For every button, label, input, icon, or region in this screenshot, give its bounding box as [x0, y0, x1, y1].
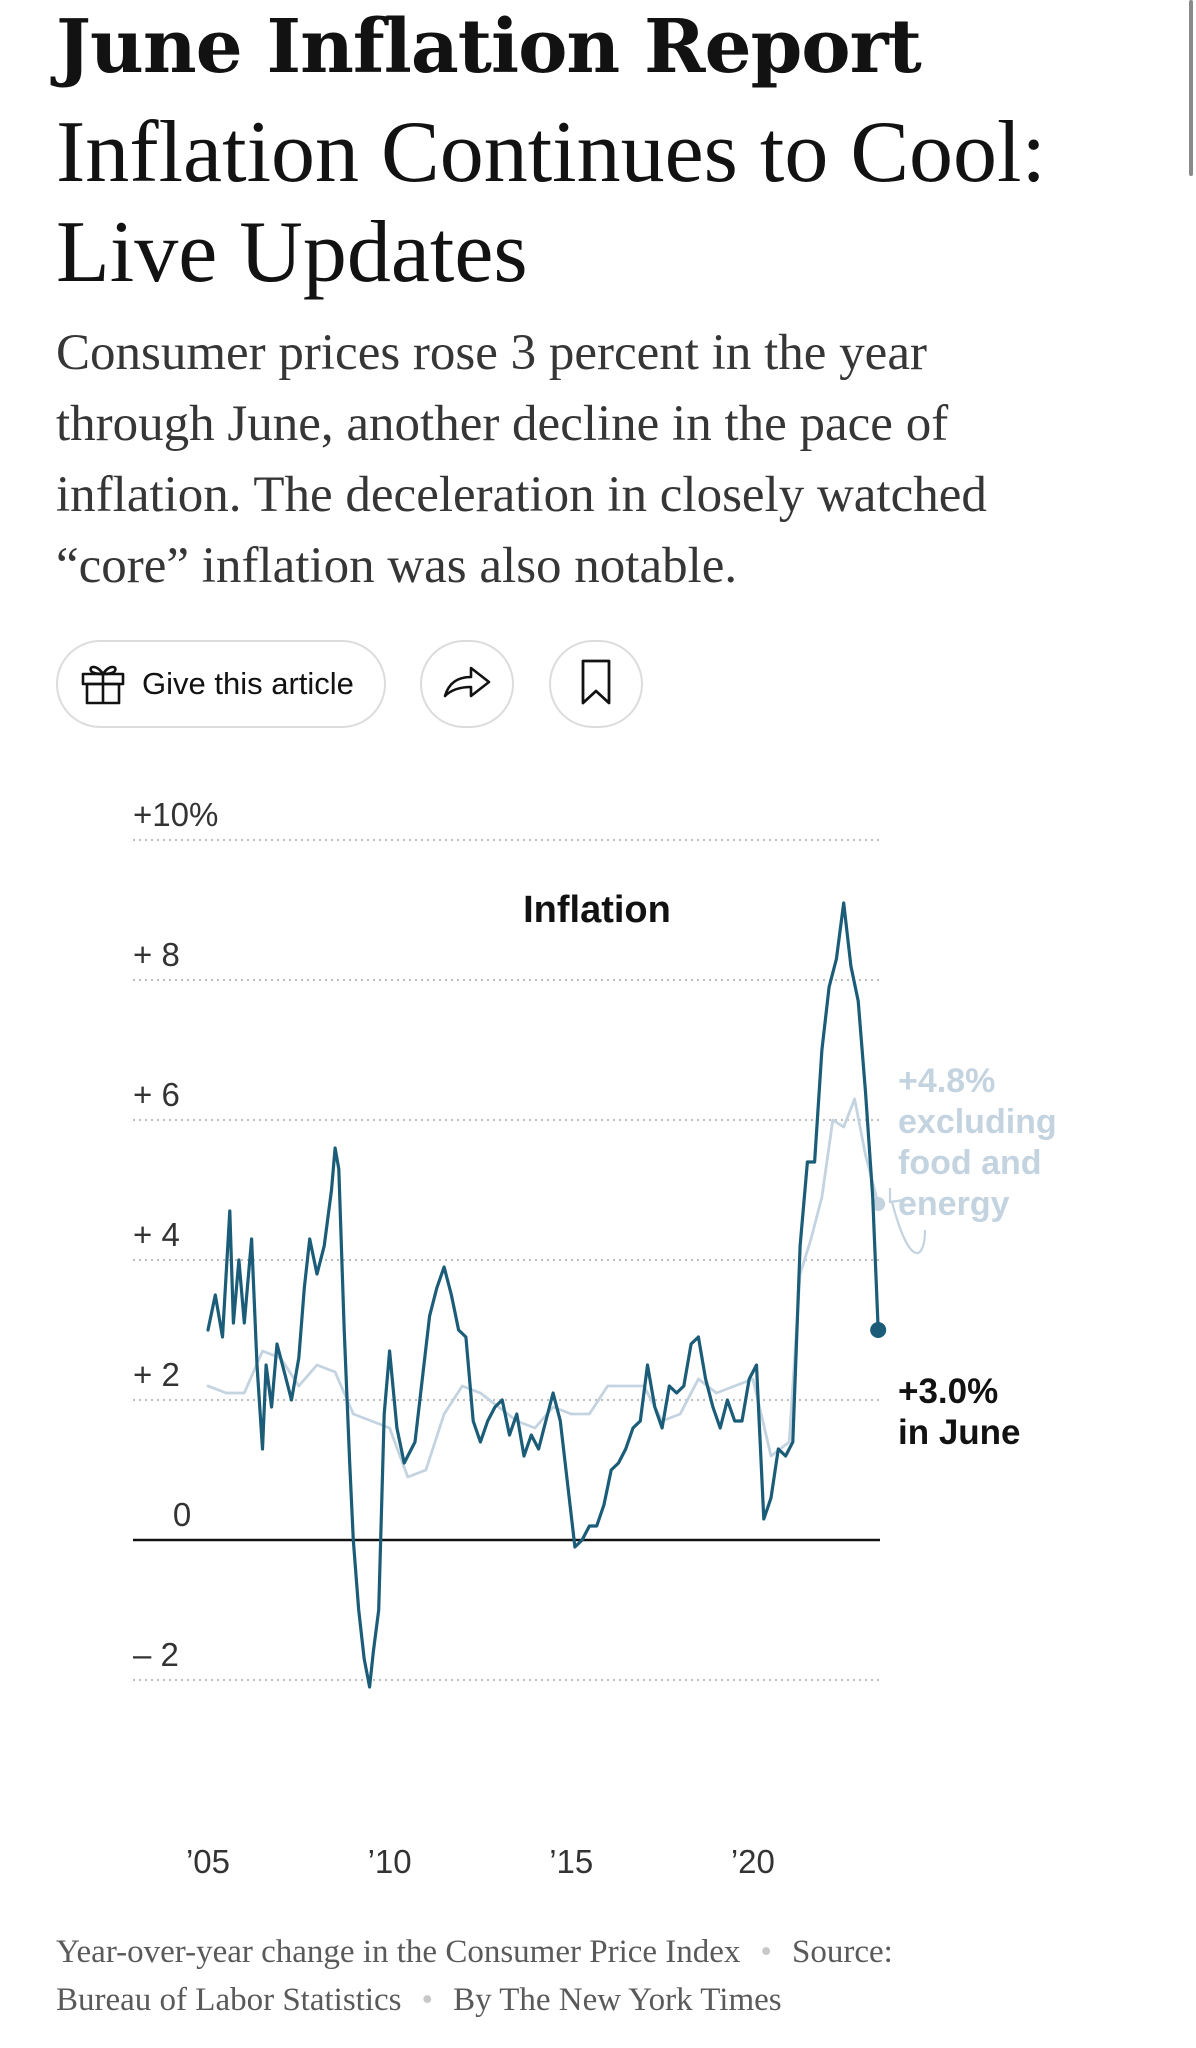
y-tick-label: 0	[173, 1496, 191, 1533]
core-annotation-line: +4.8%	[898, 1062, 995, 1100]
y-tick-label: + 4	[133, 1216, 180, 1253]
latest-annotation-line: +3.0%	[898, 1372, 998, 1411]
caption-source-name: Bureau of Labor Statistics	[56, 1982, 402, 2018]
caption-separator: •	[760, 1934, 772, 1970]
scrollbar-thumb[interactable]	[1189, 0, 1193, 176]
caption-byline: By The New York Times	[453, 1982, 782, 2018]
bookmark-icon	[578, 658, 614, 711]
caption-description: Year-over-year change in the Consumer Pr…	[56, 1934, 741, 1970]
core-annotation-arrow	[890, 1201, 927, 1255]
headline-cpi-line	[206, 901, 880, 1689]
x-tick-label: ’15	[549, 1843, 593, 1880]
share-icon	[441, 662, 493, 707]
y-tick-label: +10%	[133, 796, 218, 833]
save-button[interactable]	[549, 640, 643, 728]
y-tick-label: + 6	[133, 1076, 180, 1113]
x-tick-label: ’05	[186, 1843, 230, 1880]
y-tick-label: + 2	[133, 1356, 180, 1393]
core-annotation-line: food and	[898, 1144, 1042, 1182]
caption-separator: •	[421, 1982, 434, 2018]
core-annotation-arrowhead	[888, 1188, 905, 1204]
caption-source-label: Source:	[791, 1934, 893, 1970]
inflation-chart-svg: +10% + 8 + 6 + 4 + 2 0 – 2 ’05 ’10 ’15 ’20 Inflat…	[133, 796, 1057, 1880]
headline-latest-point	[870, 1322, 887, 1338]
give-article-button[interactable]: Give this article	[56, 640, 386, 728]
x-tick-label: ’10	[368, 1843, 412, 1880]
gift-icon	[78, 657, 128, 712]
core-annotation-line: excluding	[898, 1103, 1057, 1141]
share-button[interactable]	[420, 640, 514, 728]
article-headline: Inflation Continues to Cool: Live Update…	[56, 104, 1046, 301]
chart-title: Inflation	[523, 889, 671, 931]
article-summary: Consumer prices rose 3 percent in the ye…	[56, 325, 987, 594]
core-cpi-line	[206, 1097, 880, 1479]
scrollbar[interactable]	[1186, 0, 1196, 176]
x-tick-label: ’20	[731, 1843, 775, 1880]
latest-annotation-line: in June	[898, 1413, 1021, 1452]
y-tick-label: + 8	[133, 936, 180, 973]
y-tick-label: – 2	[133, 1636, 179, 1673]
inflation-chart: +10% + 8 + 6 + 4 + 2 0 – 2 ’05 ’10 ’15 ’20 Inflat…	[0, 780, 1196, 1900]
chart-caption: Year-over-year change in the Consumer Pr…	[56, 1928, 1116, 2024]
give-article-label: Give this article	[142, 666, 354, 701]
article-kicker: June Inflation Report	[56, 4, 922, 90]
core-annotation-line: energy	[898, 1185, 1010, 1223]
